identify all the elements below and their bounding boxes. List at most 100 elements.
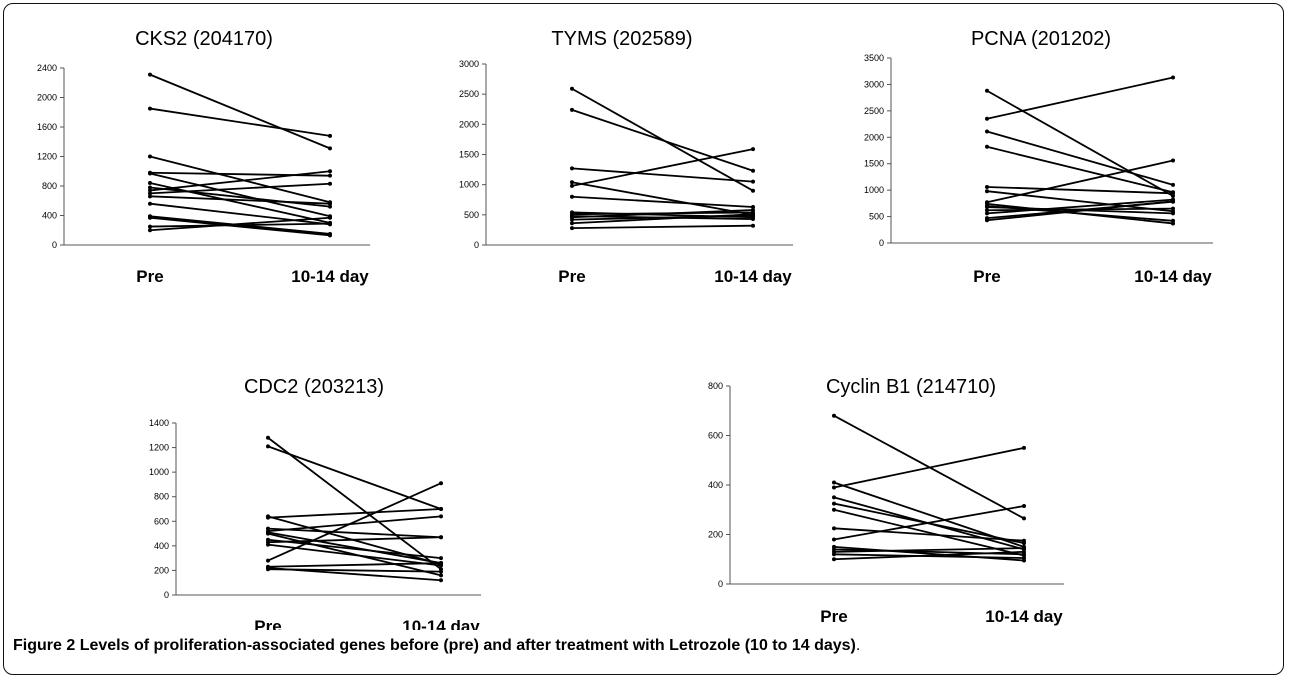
data-point-post (751, 223, 755, 228)
y-tick-label: 200 (154, 565, 169, 575)
series-line (571, 167, 754, 183)
chart-cks2: CKS2 (204170) 0 400 800 1200 1600 2000 2400 Pre… (37, 28, 370, 286)
y-tick-label: 0 (879, 238, 884, 248)
data-point-pre (570, 221, 574, 226)
data-point-pre (148, 154, 152, 159)
y-tick-label: 1200 (149, 443, 169, 453)
data-point-post (1022, 445, 1026, 450)
data-point-post (328, 215, 332, 220)
series-line (149, 216, 331, 232)
series-line (149, 195, 331, 205)
data-point-post (328, 221, 332, 226)
data-point-post (439, 578, 443, 583)
chart-title: PCNA (201202) (971, 28, 1111, 50)
y-tick-label: 0 (52, 240, 57, 250)
data-point-post (1022, 546, 1026, 551)
series-line (833, 505, 1025, 541)
series-line (149, 182, 331, 224)
data-point-pre (832, 485, 836, 490)
y-tick-label: 1500 (459, 150, 479, 160)
data-point-pre (266, 444, 270, 449)
data-point-pre (832, 501, 836, 506)
data-point-post (751, 188, 755, 193)
y-tick-label: 800 (154, 492, 169, 502)
y-tick-label: 2500 (459, 89, 479, 99)
data-point-post (751, 147, 755, 152)
y-tick-label: 200 (708, 530, 723, 540)
data-point-pre (266, 558, 270, 563)
series-line (571, 195, 754, 208)
data-point-post (751, 204, 755, 209)
series-line (149, 170, 331, 192)
data-point-post (439, 481, 443, 486)
series-line (149, 107, 331, 137)
y-tick-label: 3000 (459, 59, 479, 69)
series-line (571, 224, 754, 230)
data-point-pre (985, 189, 989, 194)
series-line (149, 186, 331, 208)
y-tick-label: 400 (154, 541, 169, 551)
data-point-post (1171, 158, 1175, 163)
figure-caption: Figure 2 Levels of proliferation-associa… (13, 637, 1273, 655)
data-point-pre (832, 507, 836, 512)
chart-title: TYMS (202589) (551, 28, 692, 50)
data-point-pre (985, 144, 989, 149)
chart-title: CDC2 (203213) (244, 376, 384, 398)
chart-title: CKS2 (204170) (135, 28, 273, 50)
y-tick-label: 2500 (864, 106, 884, 116)
series-line (986, 89, 1174, 197)
data-point-post (1022, 504, 1026, 509)
data-point-pre (985, 211, 989, 216)
data-point-post (1171, 182, 1175, 187)
y-tick-label: 2000 (864, 132, 884, 142)
data-point-post (751, 208, 755, 213)
data-point-post (751, 168, 755, 173)
y-tick-label: 2400 (37, 63, 57, 73)
data-point-pre (266, 542, 270, 547)
data-point-post (1022, 556, 1026, 561)
y-tick-label: 1000 (459, 180, 479, 190)
y-tick-label: 0 (718, 579, 723, 589)
data-point-post (439, 569, 443, 574)
figure-frame (3, 3, 1284, 675)
data-point-post (439, 535, 443, 540)
x-category-label: 10-14 day (714, 267, 792, 286)
data-point-pre (985, 218, 989, 223)
series-line (833, 547, 1025, 553)
y-tick-label: 1000 (864, 185, 884, 195)
data-point-pre (985, 116, 989, 121)
data-point-post (328, 169, 332, 174)
data-point-post (1022, 516, 1026, 521)
x-category-label: Pre (254, 617, 281, 630)
data-point-post (1171, 206, 1175, 211)
data-point-post (1022, 549, 1026, 554)
y-tick-label: 1000 (149, 467, 169, 477)
y-tick-label: 600 (708, 431, 723, 441)
data-point-pre (832, 526, 836, 531)
series-line (267, 445, 442, 510)
series-line (149, 155, 331, 204)
series-line (833, 550, 1025, 561)
series-line (571, 109, 754, 172)
y-tick-label: 800 (42, 181, 57, 191)
data-point-pre (832, 537, 836, 542)
series-line (986, 159, 1174, 204)
series-line (149, 172, 331, 218)
x-category-label: 10-14 day (402, 617, 480, 630)
data-point-pre (148, 72, 152, 77)
data-point-post (328, 181, 332, 186)
series-line (986, 198, 1174, 215)
data-point-pre (985, 184, 989, 189)
data-point-pre (148, 228, 152, 233)
data-point-post (1022, 538, 1026, 543)
data-point-pre (832, 413, 836, 418)
data-point-pre (148, 185, 152, 190)
data-point-post (439, 573, 443, 578)
data-point-post (328, 204, 332, 209)
data-point-pre (148, 194, 152, 199)
data-point-pre (148, 201, 152, 206)
data-point-post (1171, 211, 1175, 216)
y-tick-label: 3500 (864, 53, 884, 63)
series-line (986, 145, 1174, 194)
data-point-pre (985, 208, 989, 213)
